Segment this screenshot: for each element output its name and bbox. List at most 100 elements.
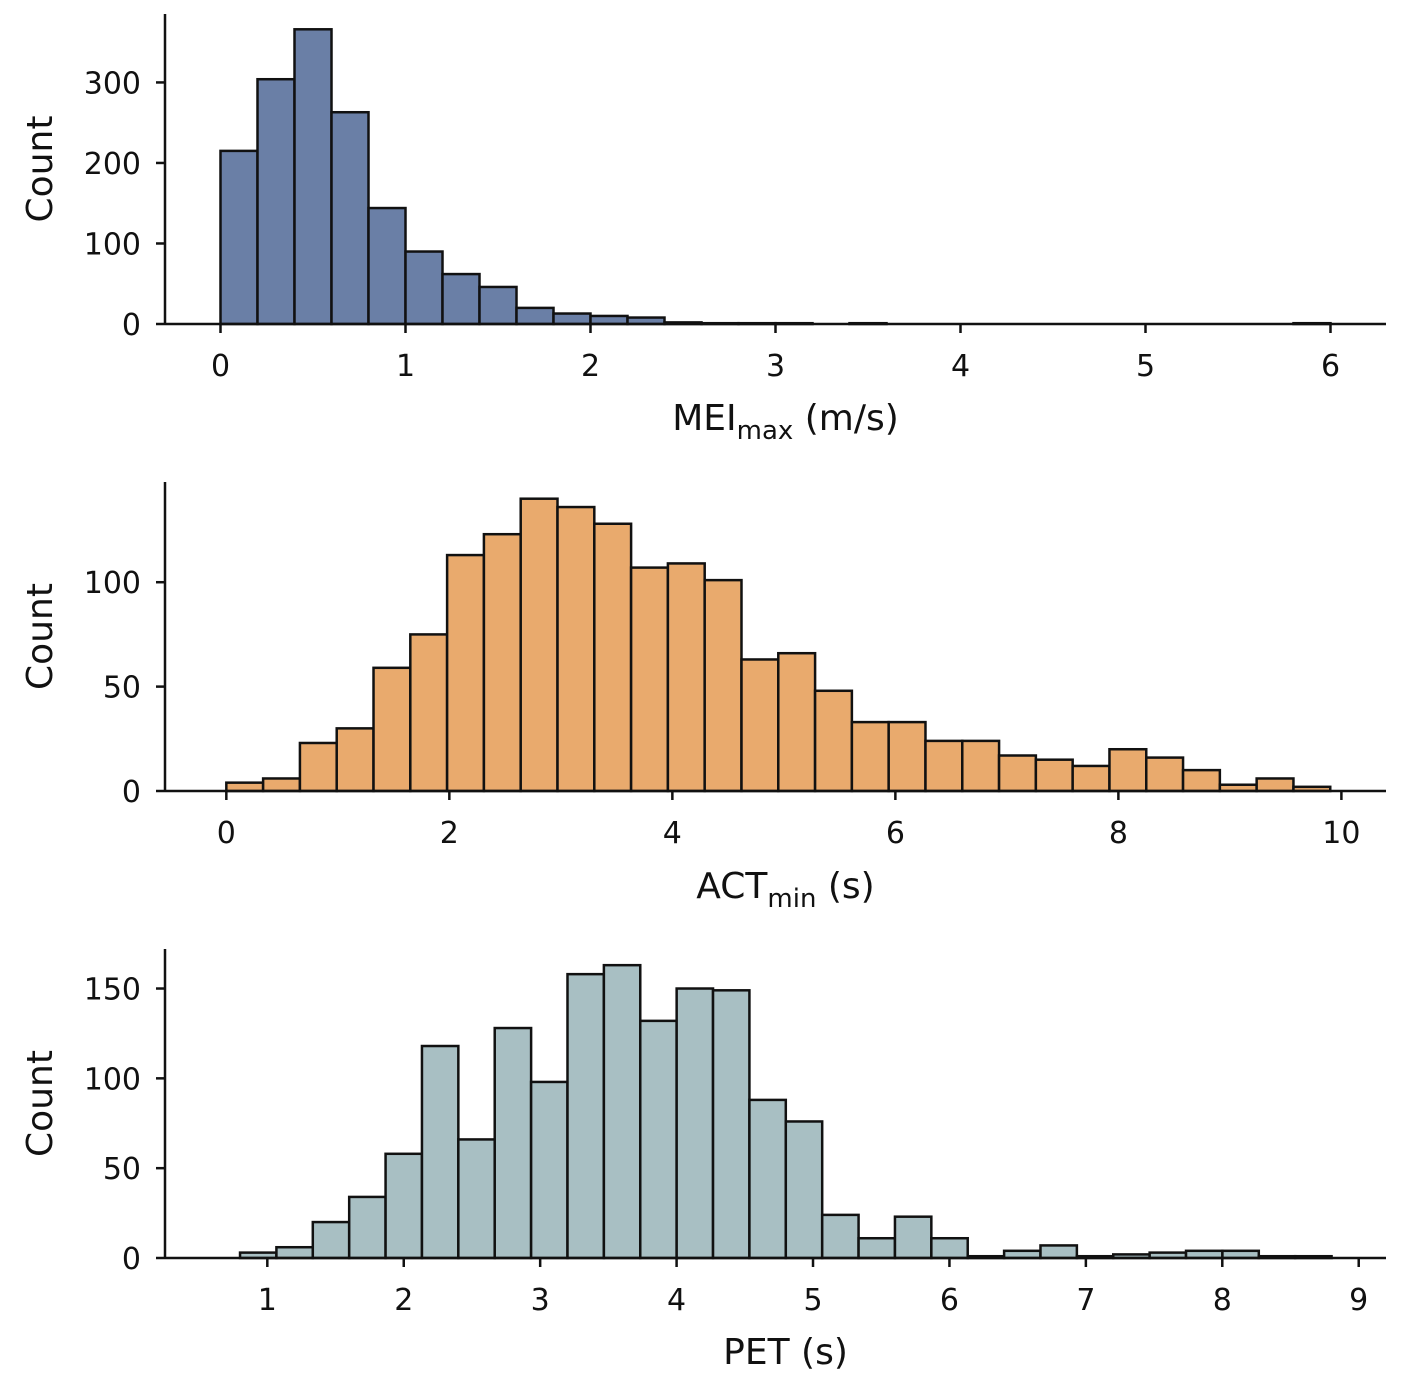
x-tick-label: 2 — [440, 816, 459, 851]
histogram-bar — [887, 720, 927, 793]
histogram-bar — [261, 777, 302, 793]
histogram-bar — [552, 312, 592, 326]
histogram-bar — [1071, 764, 1111, 793]
bars — [238, 963, 1333, 1260]
x-tick-label: 4 — [667, 1283, 686, 1318]
y-tick-label: 150 — [84, 973, 141, 1008]
y-tick-label: 100 — [84, 566, 141, 601]
histogram-bar — [311, 1220, 351, 1260]
histogram-bar — [293, 28, 333, 326]
x-axis-label: PET (s) — [723, 1332, 848, 1373]
y-tick-label: 0 — [122, 308, 141, 343]
histogram-bar — [748, 1098, 788, 1260]
x-tick-label: 6 — [886, 816, 905, 851]
histogram-bar — [820, 1213, 860, 1260]
histogram-bar — [711, 989, 751, 1260]
x-tick-label: 9 — [1349, 1283, 1368, 1318]
histogram-bar — [372, 666, 412, 793]
x-tick-label: 0 — [211, 349, 230, 384]
y-axis-label: Count — [20, 1050, 61, 1157]
histogram-bar — [219, 149, 259, 326]
histogram-bar — [347, 1195, 387, 1260]
x-tick-label: 3 — [531, 1283, 550, 1318]
histogram-bar — [566, 972, 606, 1260]
histogram-bar — [330, 110, 370, 326]
histogram-bar — [857, 1236, 897, 1260]
y-tick-label: 100 — [84, 227, 141, 262]
histogram-bar — [593, 522, 633, 793]
histogram-bar — [409, 633, 449, 793]
histogram-bar — [1034, 758, 1074, 793]
x-tick-label: 6 — [1321, 349, 1340, 384]
histogram-bar — [997, 754, 1038, 793]
y-tick-label: 50 — [103, 671, 141, 706]
histogram-bar — [930, 1236, 969, 1260]
histogram-bar — [784, 1120, 824, 1260]
histogram-bar — [1039, 1244, 1079, 1260]
histogram-bar — [420, 1044, 460, 1260]
x-tick-label: 1 — [258, 1283, 277, 1318]
histogram-bar — [740, 658, 780, 793]
histogram-bar — [529, 1080, 569, 1260]
y-tick-label: 50 — [103, 1152, 141, 1187]
y-tick-label: 100 — [84, 1062, 141, 1097]
bars — [219, 28, 1332, 326]
histogram-bar — [384, 1152, 424, 1260]
x-tick-label: 1 — [396, 349, 415, 384]
histogram-bar — [639, 1019, 678, 1260]
histogram-bar — [602, 963, 642, 1260]
histogram-bar — [275, 1245, 315, 1260]
bars — [225, 497, 1332, 793]
histogram-bar — [629, 566, 670, 793]
x-axis-label: MEImax (m/s) — [672, 398, 899, 446]
histogram-bar — [335, 727, 375, 793]
x-tick-label: 0 — [217, 816, 236, 851]
histogram-bar — [1181, 768, 1222, 793]
y-tick-label: 300 — [84, 66, 141, 101]
histogram-bar — [441, 272, 481, 326]
x-tick-label: 8 — [1109, 816, 1128, 851]
histogram-bar — [298, 741, 338, 793]
panel-pet: 1 2 3 4 5 6 7 8 9 0 50 100 150 Count PET (s) — [20, 949, 1386, 1373]
y-axis-label: Count — [20, 116, 61, 223]
x-tick-label: 4 — [663, 816, 682, 851]
histogram-bar — [924, 739, 964, 793]
y-tick-label: 0 — [122, 1242, 141, 1277]
histogram-bar — [493, 1026, 533, 1260]
x-tick-label: 7 — [1076, 1283, 1095, 1318]
histogram-bar — [1108, 747, 1148, 793]
x-tick-label: 10 — [1322, 816, 1360, 851]
histogram-bar — [893, 1215, 933, 1260]
histogram-bar — [813, 689, 854, 793]
x-tick-label: 3 — [766, 349, 785, 384]
x-tick-label: 5 — [1136, 349, 1155, 384]
histogram-bar — [256, 77, 296, 326]
histogram-bar — [666, 562, 706, 793]
x-tick-label: 6 — [940, 1283, 959, 1318]
histogram-bar — [777, 651, 817, 793]
histogram-bar — [457, 1138, 496, 1260]
x-axis-label: ACTmin (s) — [696, 866, 874, 914]
histogram-bar — [850, 720, 890, 793]
histogram-bar — [1145, 756, 1185, 793]
y-axis-label: Count — [20, 583, 61, 690]
y-tick-label: 0 — [122, 775, 141, 810]
histogram-bar — [404, 250, 444, 326]
histogram-bar — [482, 532, 522, 793]
histogram-bar — [703, 578, 743, 793]
x-tick-label: 2 — [581, 349, 600, 384]
panel-mei-max: 0 1 2 3 4 5 6 0 100 200 300 Count MEImax (m/s) — [20, 14, 1386, 446]
x-tick-label: 8 — [1213, 1283, 1232, 1318]
histogram-bar — [445, 553, 486, 793]
histogram-bar — [478, 285, 518, 326]
x-tick-label: 4 — [951, 349, 970, 384]
x-tick-label: 5 — [803, 1283, 822, 1318]
y-tick-label: 200 — [84, 147, 141, 182]
histogram-bar — [515, 306, 555, 326]
histogram-bar — [675, 987, 715, 1260]
histogram-bar — [1255, 777, 1295, 793]
histogram-bar — [556, 505, 596, 793]
histogram-bar — [961, 739, 1001, 793]
